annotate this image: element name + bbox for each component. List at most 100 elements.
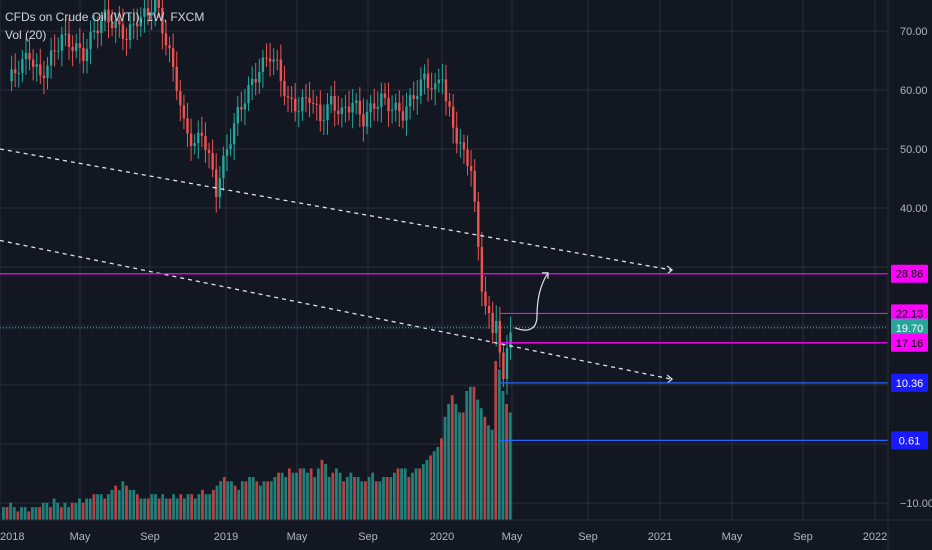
candle-body [103,9,107,20]
volume-bar [316,468,320,520]
candle-body [480,246,484,292]
candle-body [100,19,103,34]
volume-bar [331,472,335,520]
price-badge-bg [891,304,928,323]
candle-body [121,24,125,39]
candle-body [240,107,243,110]
candle-body [207,149,211,154]
volume-bar [277,472,280,520]
candle-body [437,79,440,84]
price-badge: 19.70 [891,318,928,337]
candle-body [28,52,31,60]
volume-bar [450,395,454,520]
volume-bar [67,507,70,520]
volume-bar [132,489,136,520]
x-tick-label: May [502,531,523,543]
candle-body [150,12,153,16]
candle-body [13,69,17,74]
candle-body [182,105,186,119]
candle-body [92,30,96,32]
candle-body [39,64,42,76]
volume-bar [201,489,204,520]
volume-bar [135,494,139,520]
candle-body [153,0,157,13]
x-tick-label: Sep [578,531,598,543]
candle-body [286,96,290,98]
volume-legend[interactable]: Vol (20) [5,28,47,42]
candle-body [333,96,336,111]
candle-body [186,118,189,134]
volume-bar [468,386,472,520]
y-tick-label: 40.00 [900,203,928,215]
candle-body [136,23,139,27]
volume-bar [16,511,20,520]
volume-bar [12,507,16,520]
price-badge-bg [891,318,928,337]
volume-bar [103,498,107,520]
candle-body [211,153,214,170]
candle-body [128,24,132,40]
volume-bar [204,494,208,520]
volume-bar [476,399,480,520]
volume-bar [479,408,483,520]
candle-body [344,106,347,108]
candle-body [78,43,81,48]
candle-body [387,97,390,112]
volume-bar [313,477,317,520]
candle-body [10,69,13,82]
candle-body [35,64,38,67]
candle-body [294,98,297,112]
volume-bar [505,403,508,520]
candle-body [311,102,315,104]
price-badges: 28.86 22.13 19.70 17.16 10.36 0.61 [891,264,928,450]
y-tick-label: 70.00 [900,26,928,38]
candle-body [42,75,46,79]
volume-bar [81,502,85,520]
volume-bar [30,507,34,520]
arrow-annotation [514,272,549,331]
candle-body [405,106,408,121]
volume-bar [273,477,277,520]
volume-bar [45,502,49,520]
candle-body [477,201,480,247]
candle-body [362,114,365,127]
candle-body [376,107,379,109]
volume-bar [378,481,382,520]
candle-body [75,43,78,51]
candle-body [383,93,387,98]
volume-bar [345,477,349,520]
candle-body [268,58,272,62]
price-badge: 0.61 [891,431,928,450]
candle-body [250,78,254,85]
candle-body [236,107,239,124]
candle-body [469,166,473,171]
x-tick-label: 2021 [648,531,672,543]
candle-body [473,170,476,202]
candle-body [380,93,383,108]
candle-body [434,83,437,90]
candle-body [416,95,419,100]
candle-body [394,102,397,110]
candle-body [459,142,462,144]
candle-body [276,59,279,61]
volume-bar [139,498,143,520]
volume-bar [266,481,270,520]
symbol-legend[interactable]: CFDs on Crude Oil (WTI), 1W, FXCM [5,10,205,24]
x-tick-label: Sep [358,531,378,543]
candle-body [283,80,286,97]
volume-bar [56,502,60,520]
volume-bar [306,472,309,520]
volume-bar [458,412,461,520]
candle-body [71,46,74,51]
volume-bar [425,459,429,520]
volume-bar [411,472,414,520]
volume-bar [407,477,411,520]
volume-bar [371,472,375,520]
volume-bar [244,481,248,520]
volume-bar [146,498,150,520]
candle-body [412,95,415,100]
volume-bar [440,438,443,520]
volume-bar [483,416,487,520]
candle-body [487,306,491,314]
